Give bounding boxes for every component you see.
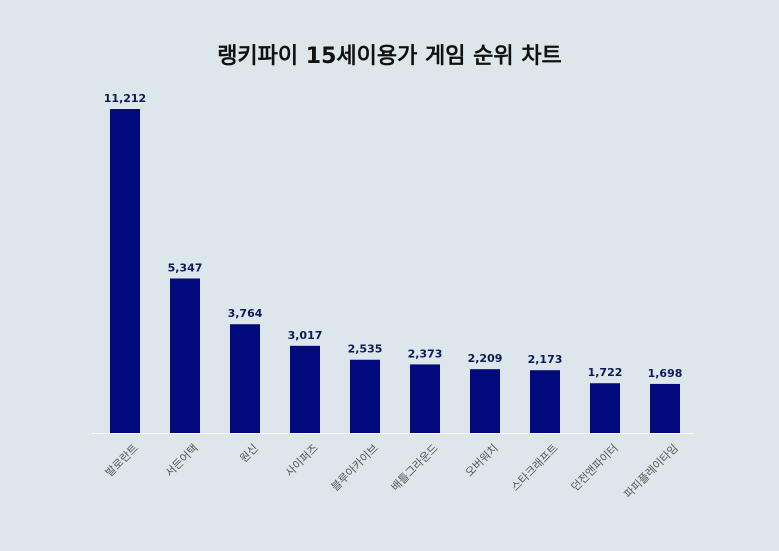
- data-label: 11,212: [104, 92, 146, 105]
- bar: [530, 370, 560, 433]
- x-tick-label: 서든어택: [163, 442, 201, 480]
- bar: [470, 369, 500, 433]
- chart-title: 랭키파이 15세이용가 게임 순위 차트: [217, 44, 562, 69]
- data-label: 2,535: [348, 343, 383, 356]
- bar: [350, 359, 380, 433]
- bar: [590, 383, 620, 433]
- x-tick-label: 파피플레이타임: [621, 442, 680, 501]
- bar: [110, 109, 140, 433]
- data-label: 3,017: [288, 329, 323, 342]
- x-tick-label: 사이퍼즈: [283, 442, 321, 480]
- x-tick-label: 원신: [237, 442, 261, 466]
- bar: [650, 383, 680, 433]
- data-label: 1,722: [588, 366, 623, 379]
- x-tick-label: 오버워치: [463, 442, 501, 480]
- data-label: 2,373: [408, 347, 443, 360]
- bar: [170, 278, 200, 433]
- x-tick-label: 던전앤파이터: [569, 442, 621, 494]
- x-tick-label: 발로란트: [103, 442, 141, 480]
- x-tick-label: 배틀그라운드: [389, 442, 441, 494]
- data-label: 3,764: [228, 307, 263, 320]
- data-label: 1,698: [648, 367, 683, 380]
- bar: [230, 324, 260, 433]
- data-label: 2,173: [528, 353, 563, 366]
- data-label: 2,209: [468, 352, 503, 365]
- bar: [290, 345, 320, 433]
- x-tick-label: 스타크래프트: [509, 442, 561, 494]
- bar: [410, 364, 440, 433]
- x-tick-label: 블루아카이브: [329, 442, 381, 494]
- data-label: 5,347: [168, 261, 203, 274]
